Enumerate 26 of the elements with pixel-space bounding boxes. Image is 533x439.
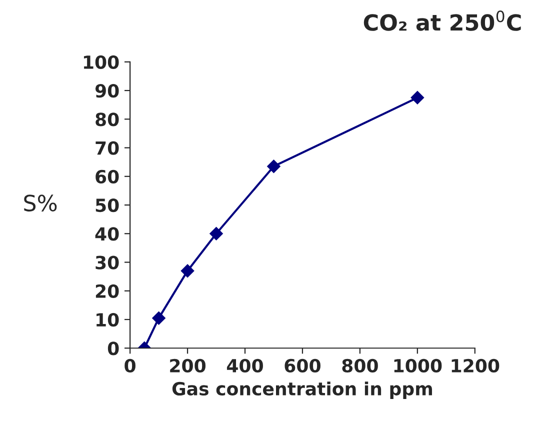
chart-title: CO₂ at 250$^{0}$C: [364, 10, 521, 31]
point: [267, 160, 280, 173]
x-tick-label: 1000: [394, 358, 442, 373]
y-tick-label: 60: [96, 170, 119, 184]
x-tick-label: 600: [284, 358, 320, 373]
x-tick-label: 800: [342, 358, 378, 373]
y-tick-label: 90: [95, 84, 119, 98]
y-tick-label: 80: [96, 112, 119, 126]
y-tick-label: 0: [108, 342, 119, 356]
x-tick-label: 200: [170, 358, 206, 373]
y-tick-label: 100: [84, 55, 119, 70]
x-tick-label: 1200: [452, 358, 500, 373]
x-tick-label: 0: [124, 358, 136, 373]
y-tick-label: 20: [96, 284, 119, 298]
y-tick-label: 40: [95, 227, 119, 241]
y-tick-label: 50: [96, 198, 119, 212]
y-tick-label: 30: [96, 256, 119, 270]
y-tick-label: 70: [96, 141, 119, 155]
y-tick-label: 10: [96, 312, 119, 327]
x-axis-title: Gas concentration in ppm: [172, 382, 432, 400]
y-axis-title: S%: [24, 194, 57, 212]
point: [152, 311, 166, 325]
point: [210, 227, 223, 240]
point: [410, 91, 424, 104]
point: [180, 264, 194, 278]
x-tick-label: 400: [226, 358, 263, 373]
